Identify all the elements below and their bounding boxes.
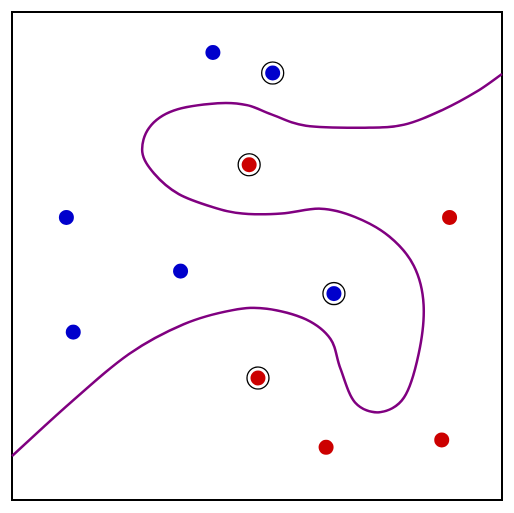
point-marker-red bbox=[442, 209, 458, 225]
point-marker-blue bbox=[65, 324, 81, 340]
decision-boundary-layer bbox=[11, 72, 503, 458]
points-layer bbox=[58, 45, 458, 455]
data-point-blue-6 bbox=[65, 324, 81, 340]
point-marker-red bbox=[318, 439, 334, 455]
decision-boundary-line bbox=[11, 72, 503, 458]
data-point-red-1 bbox=[237, 153, 261, 177]
data-point-red-4 bbox=[318, 439, 334, 455]
point-marker-blue bbox=[265, 65, 281, 81]
data-point-blue-4 bbox=[173, 263, 189, 279]
point-marker-red bbox=[434, 432, 450, 448]
data-point-red-5 bbox=[434, 432, 450, 448]
data-point-blue-2 bbox=[261, 61, 285, 85]
point-marker-blue bbox=[326, 286, 342, 302]
data-point-blue-1 bbox=[205, 45, 221, 61]
data-point-red-2 bbox=[442, 209, 458, 225]
data-point-blue-5 bbox=[322, 281, 346, 306]
plot-frame bbox=[11, 11, 503, 501]
point-marker-blue bbox=[58, 209, 74, 225]
data-point-red-3 bbox=[246, 366, 270, 390]
point-marker-red bbox=[241, 157, 257, 173]
point-marker-red bbox=[250, 370, 266, 386]
data-point-blue-3 bbox=[58, 209, 74, 225]
point-marker-blue bbox=[173, 263, 189, 279]
point-marker-blue bbox=[205, 45, 221, 61]
